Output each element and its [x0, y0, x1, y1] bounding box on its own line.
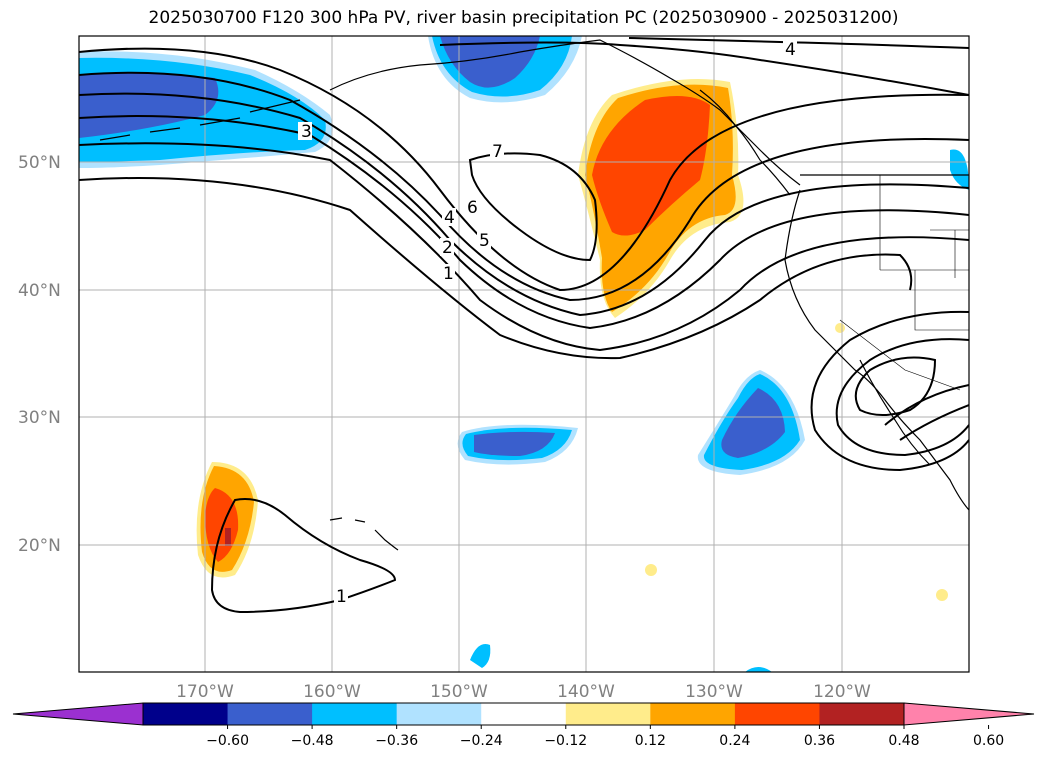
colorbar-tick-label: −0.48	[291, 733, 334, 749]
pv-contour-f	[79, 177, 913, 360]
colorbar-tick-label: 0.60	[973, 733, 1004, 749]
pv-contour-c	[79, 92, 969, 317]
graticule	[79, 36, 969, 672]
colorbar-tick-label: −0.24	[460, 733, 503, 749]
colorbar-frame	[142, 702, 905, 726]
colorbar-swatch	[565, 703, 651, 725]
neg-anomaly-goa-core	[440, 36, 540, 88]
lon-label: 170°W	[176, 682, 234, 702]
pv-contour-east-4	[884, 384, 969, 426]
colorbar-swatch	[143, 703, 229, 725]
colorbar-swatch	[734, 703, 820, 725]
baja	[859, 359, 931, 466]
state-borders	[839, 175, 969, 391]
precip-shading	[79, 36, 969, 672]
colorbar-swatch	[396, 703, 482, 725]
colorbar: −0.60 −0.48 −0.36 −0.24 −0.12 0.12 0.24 0.36 0.4…	[12, 702, 1035, 749]
hawaii-islands	[329, 517, 399, 551]
contour-label: 2	[442, 238, 453, 258]
lon-label: 160°W	[303, 682, 361, 702]
aleutians	[99, 99, 301, 141]
colorbar-swatch	[481, 703, 567, 725]
pv-contour-east-5	[899, 404, 969, 441]
colorbar-tick-label: −0.36	[375, 733, 418, 749]
colorbar-tick-label: 0.36	[804, 733, 835, 749]
pos-anomaly-hawaii-peak	[225, 528, 231, 546]
neg-anomaly-spot-edge	[745, 667, 772, 672]
colorbar-swatch	[819, 703, 905, 725]
contour-label: 6	[467, 198, 478, 218]
contour-label: 4	[444, 208, 455, 228]
lat-label: 50°N	[18, 153, 61, 173]
colorbar-extend-high	[903, 702, 1035, 726]
pv-contour-h	[628, 37, 969, 49]
pv-contour-a	[79, 47, 969, 292]
colorbar-tick-label: −0.60	[206, 733, 249, 749]
pos-anomaly-spot-1	[645, 564, 657, 576]
bc-coast	[699, 89, 791, 196]
colorbar-tick-label: 0.12	[635, 733, 666, 749]
pv-contour-b	[79, 71, 969, 302]
pos-anomaly-spot-3	[835, 323, 845, 333]
lon-label: 140°W	[557, 682, 615, 702]
longitude-labels: 170°W 160°W 150°W 140°W 130°W 120°W	[176, 682, 871, 702]
neg-anomaly-spot-ne	[950, 149, 969, 190]
colorbar-swatch	[650, 703, 736, 725]
pv-contours	[79, 37, 969, 614]
colorbar-tick-label: −0.12	[544, 733, 587, 749]
pos-anomaly-coast-core	[592, 96, 710, 236]
lon-label: 120°W	[813, 682, 871, 702]
neg-anomaly-east-core	[721, 388, 785, 458]
pv-contour-east-1	[810, 310, 969, 472]
colorbar-tick-label: 0.48	[888, 733, 919, 749]
pv-contour-d	[79, 115, 969, 330]
contour-label: 1	[443, 264, 454, 284]
colorbar-extend-low	[12, 702, 144, 726]
neg-anomaly-aleutian-core	[79, 73, 219, 138]
contour-label: 5	[479, 231, 490, 251]
coastlines	[99, 39, 969, 551]
pv-contour-e	[79, 142, 969, 352]
pv-contour-hawaii	[210, 498, 397, 614]
pos-anomaly-spot-2	[936, 589, 948, 601]
contour-label: 7	[492, 142, 503, 162]
lat-label: 30°N	[18, 408, 61, 428]
pv-contour-east-2	[835, 338, 969, 457]
contour-label: 3	[301, 122, 312, 142]
plot-border	[78, 35, 970, 673]
neg-anomaly-subtrop-core	[474, 431, 555, 456]
lon-label: 130°W	[685, 682, 743, 702]
lon-label: 150°W	[430, 682, 488, 702]
colorbar-swatch	[312, 703, 398, 725]
contour-label: 1	[336, 587, 347, 607]
us-west-coast	[784, 189, 969, 511]
neg-anomaly-spot-south	[470, 644, 491, 668]
alaska-coast	[329, 39, 801, 186]
colorbar-swatch	[227, 703, 313, 725]
contour-labels: 3 7 6 4 5 2 1 1 4	[298, 40, 797, 607]
colorbar-tick-label: 0.24	[719, 733, 750, 749]
map-title: 2025030700 F120 300 hPa PV, river basin …	[148, 8, 899, 28]
latitude-labels: 50°N 40°N 30°N 20°N	[18, 153, 61, 556]
lat-label: 20°N	[18, 536, 61, 556]
lat-label: 40°N	[18, 281, 61, 301]
pv-contour-g	[439, 41, 969, 96]
pv-contour-7	[468, 152, 598, 262]
contour-label: 4	[785, 40, 796, 60]
